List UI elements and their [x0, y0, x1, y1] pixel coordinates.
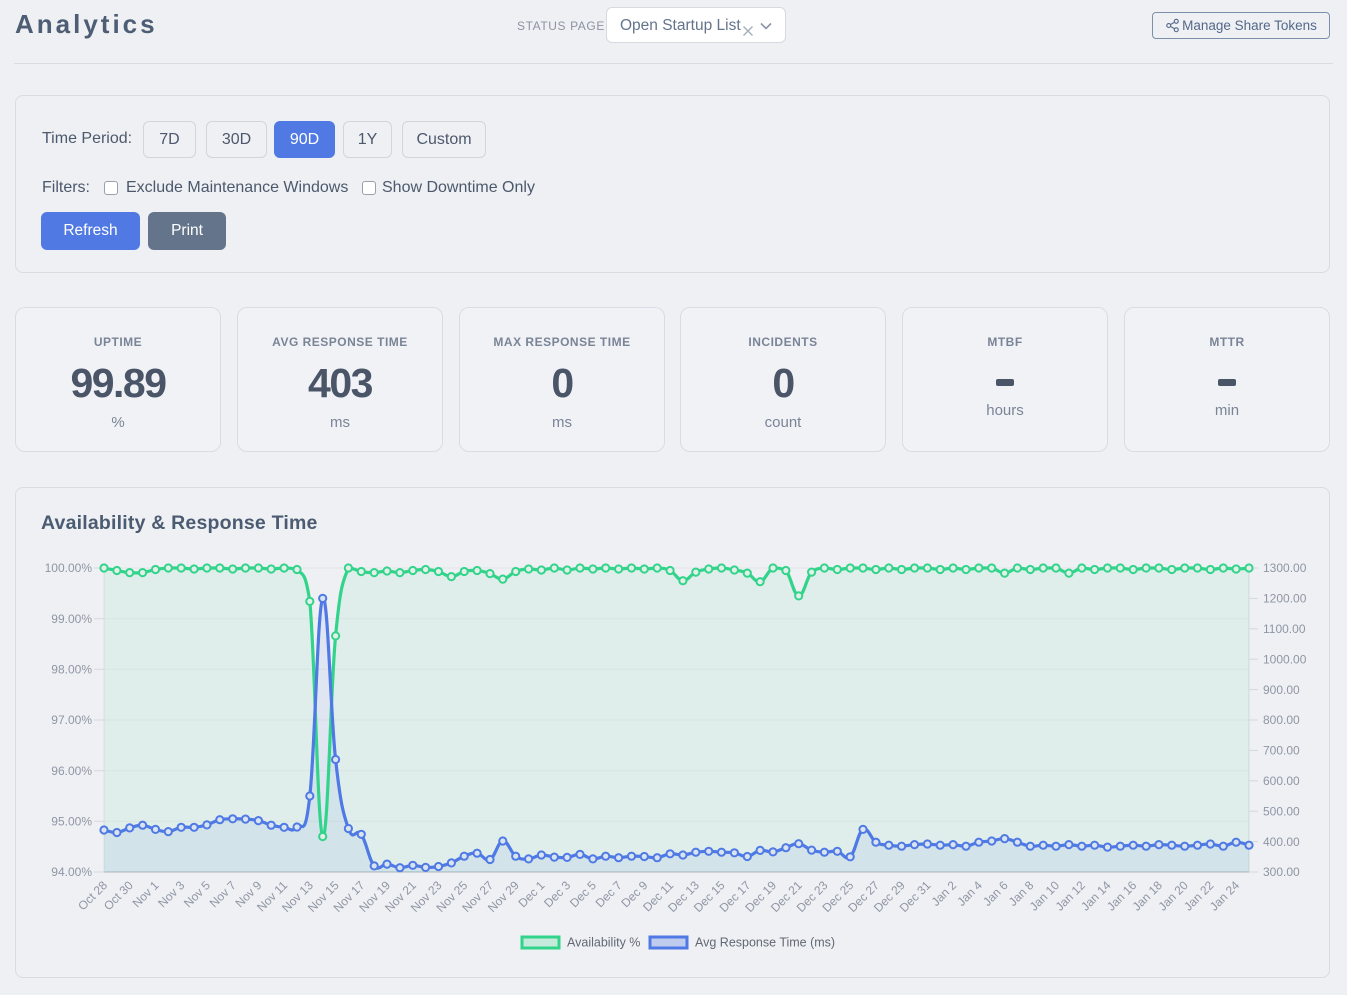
svg-text:Nov 7: Nov 7	[207, 878, 239, 910]
svg-text:97.00%: 97.00%	[51, 713, 92, 727]
svg-text:Nov 5: Nov 5	[181, 878, 213, 910]
svg-text:Dec 7: Dec 7	[593, 878, 625, 910]
svg-text:Dec 3: Dec 3	[541, 878, 573, 910]
svg-text:800.00: 800.00	[1263, 713, 1300, 727]
svg-text:Dec 1: Dec 1	[515, 878, 547, 910]
svg-text:Nov 3: Nov 3	[155, 878, 187, 910]
svg-text:94.00%: 94.00%	[51, 865, 92, 879]
svg-text:99.00%: 99.00%	[51, 612, 92, 626]
svg-text:96.00%: 96.00%	[51, 764, 92, 778]
svg-text:Availability %: Availability %	[567, 936, 640, 950]
svg-text:Jan 6: Jan 6	[980, 878, 1011, 909]
svg-text:Oct 30: Oct 30	[101, 878, 136, 913]
svg-text:Avg Response Time (ms): Avg Response Time (ms)	[695, 936, 835, 950]
svg-text:Dec 5: Dec 5	[567, 878, 599, 910]
svg-text:300.00: 300.00	[1263, 865, 1300, 879]
svg-text:900.00: 900.00	[1263, 683, 1300, 697]
svg-text:700.00: 700.00	[1263, 744, 1300, 758]
svg-text:1100.00: 1100.00	[1263, 622, 1306, 636]
svg-text:400.00: 400.00	[1263, 835, 1300, 849]
svg-text:98.00%: 98.00%	[51, 663, 92, 677]
svg-text:95.00%: 95.00%	[51, 815, 92, 829]
svg-text:1300.00: 1300.00	[1263, 561, 1307, 575]
svg-text:Jan 4: Jan 4	[954, 878, 985, 909]
svg-text:Jan 2: Jan 2	[929, 878, 960, 909]
svg-text:1200.00: 1200.00	[1263, 592, 1307, 606]
svg-text:500.00: 500.00	[1263, 804, 1300, 818]
svg-text:Jan 24: Jan 24	[1207, 878, 1243, 914]
svg-text:100.00%: 100.00%	[45, 561, 93, 575]
svg-text:600.00: 600.00	[1263, 774, 1300, 788]
svg-text:Nov 1: Nov 1	[130, 878, 162, 910]
svg-text:1000.00: 1000.00	[1263, 652, 1307, 666]
